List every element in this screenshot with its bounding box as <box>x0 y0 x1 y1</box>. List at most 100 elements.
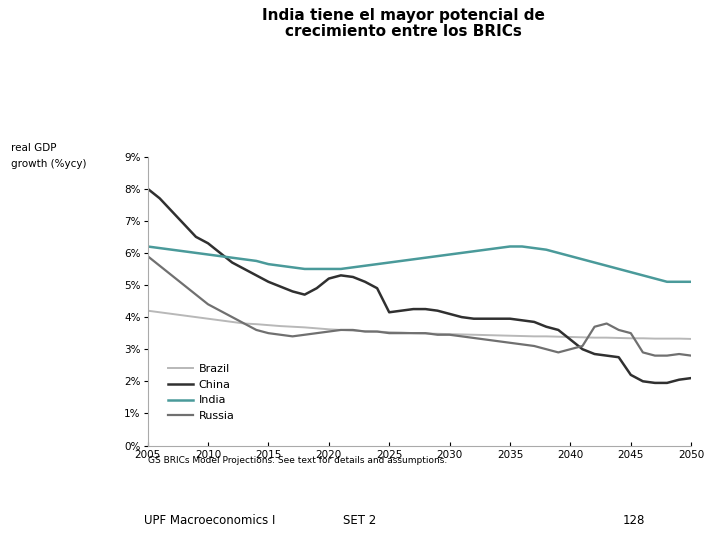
India <box>192 249 200 256</box>
India <box>505 243 514 249</box>
China <box>216 249 225 256</box>
Brazil <box>240 320 248 327</box>
China <box>614 354 623 361</box>
Russia <box>457 333 466 340</box>
India <box>530 245 539 251</box>
Text: India tiene el mayor potencial de: India tiene el mayor potencial de <box>262 8 544 23</box>
Text: UPF Macroeconomics I: UPF Macroeconomics I <box>144 514 275 526</box>
China <box>312 285 321 292</box>
Russia <box>264 330 273 336</box>
Russia <box>662 353 671 359</box>
China <box>336 272 345 279</box>
Line: India: India <box>148 246 691 282</box>
Brazil <box>252 321 261 327</box>
China <box>590 351 599 357</box>
India <box>409 256 418 262</box>
Russia <box>603 320 611 327</box>
China <box>252 272 261 279</box>
Russia <box>639 349 647 356</box>
India <box>421 254 430 261</box>
Brazil <box>288 323 297 330</box>
India <box>542 246 551 253</box>
Brazil <box>168 310 176 317</box>
India <box>204 251 212 258</box>
Brazil <box>626 335 635 341</box>
China <box>542 323 551 330</box>
China <box>288 288 297 295</box>
Russia <box>469 335 478 341</box>
China <box>530 319 539 325</box>
Brazil <box>542 333 551 340</box>
India <box>566 253 575 259</box>
Brazil <box>264 322 273 328</box>
China <box>421 306 430 312</box>
Russia <box>687 353 696 359</box>
India <box>675 279 683 285</box>
Brazil <box>421 330 430 337</box>
Brazil <box>156 309 164 315</box>
China <box>348 274 357 280</box>
Brazil <box>373 328 382 335</box>
Line: Brazil: Brazil <box>148 310 691 339</box>
China <box>687 375 696 381</box>
India <box>325 266 333 272</box>
India <box>469 248 478 254</box>
India <box>603 262 611 269</box>
Brazil <box>518 333 526 339</box>
China <box>675 376 683 383</box>
Brazil <box>687 336 696 342</box>
Brazil <box>192 314 200 320</box>
Line: China: China <box>148 188 691 383</box>
China <box>228 259 236 266</box>
India <box>300 266 309 272</box>
Russia <box>228 314 236 320</box>
India <box>143 243 152 249</box>
Brazil <box>409 330 418 336</box>
China <box>325 275 333 282</box>
Russia <box>505 340 514 346</box>
China <box>179 221 188 227</box>
Brazil <box>216 317 225 323</box>
Brazil <box>385 329 394 335</box>
Text: 128: 128 <box>622 514 645 526</box>
China <box>300 292 309 298</box>
Russia <box>566 346 575 353</box>
Russia <box>204 301 212 307</box>
India <box>518 243 526 249</box>
Russia <box>626 330 635 336</box>
China <box>603 353 611 359</box>
Brazil <box>433 330 442 337</box>
Brazil <box>530 333 539 340</box>
Russia <box>168 272 176 279</box>
Russia <box>240 320 248 327</box>
Russia <box>409 330 418 336</box>
Brazil <box>325 326 333 333</box>
Brazil <box>505 333 514 339</box>
China <box>469 315 478 322</box>
India <box>651 275 660 282</box>
China <box>457 314 466 320</box>
India <box>156 245 164 251</box>
India <box>336 266 345 272</box>
Russia <box>325 328 333 335</box>
India <box>216 253 225 259</box>
India <box>240 256 248 262</box>
Brazil <box>482 332 490 339</box>
India <box>276 262 285 269</box>
Brazil <box>590 334 599 341</box>
Russia <box>518 341 526 348</box>
India <box>445 251 454 258</box>
Russia <box>530 343 539 349</box>
Russia <box>361 328 369 335</box>
China <box>482 315 490 322</box>
Russia <box>300 332 309 338</box>
Brazil <box>336 327 345 333</box>
Russia <box>494 338 503 345</box>
India <box>494 245 503 251</box>
Russia <box>143 253 152 259</box>
China <box>578 346 587 353</box>
Brazil <box>445 331 454 338</box>
India <box>168 246 176 253</box>
China <box>192 234 200 240</box>
Russia <box>675 351 683 357</box>
